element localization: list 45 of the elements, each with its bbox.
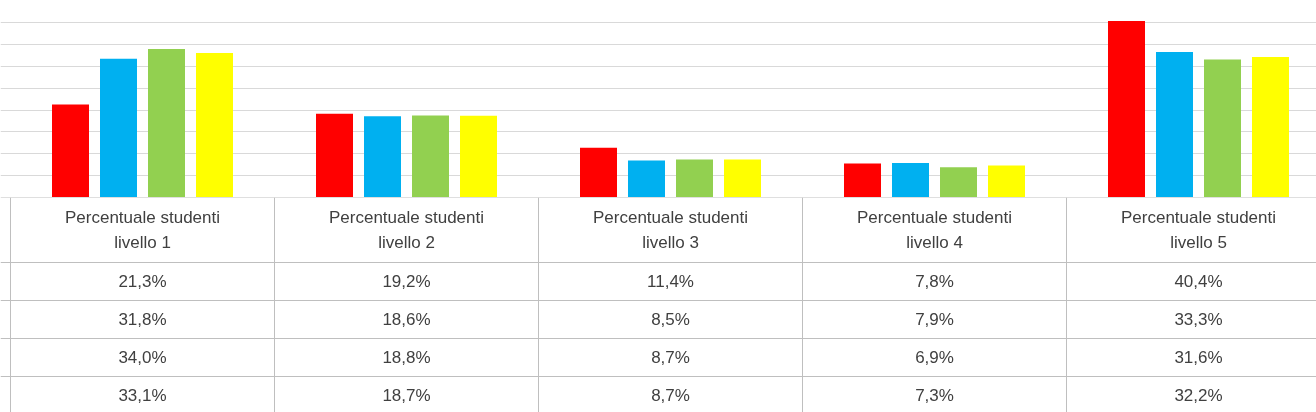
x-tick-label: Percentuale studenti livello 3 (593, 208, 748, 252)
bar (316, 113, 353, 197)
x-tick-label: Percentuale studenti livello 2 (329, 208, 484, 252)
bar (628, 160, 665, 197)
bar (412, 115, 449, 197)
data-label: 7,9% (915, 310, 954, 329)
data-label: 21,3% (118, 272, 167, 291)
bar (196, 52, 233, 197)
x-tick-label: Percentuale studenti livello 4 (857, 208, 1012, 252)
bar (1156, 52, 1193, 197)
data-label: 7,3% (915, 386, 954, 405)
data-label: 8,7% (651, 386, 690, 405)
x-tick-label: Percentuale studenti livello 1 (65, 208, 220, 252)
data-label: 32,2% (1174, 386, 1223, 405)
data-label: 33,3% (1174, 310, 1223, 329)
data-label: 19,2% (382, 272, 431, 291)
data-label: 7,8% (915, 272, 954, 291)
bar (364, 116, 401, 197)
data-label: 6,9% (915, 348, 954, 367)
data-label: 18,7% (382, 386, 431, 405)
bar (724, 159, 761, 197)
bar (940, 167, 977, 197)
bar (148, 49, 185, 197)
bar (892, 163, 929, 197)
bar (988, 165, 1025, 197)
bar (52, 104, 89, 197)
bar (580, 147, 617, 197)
data-label: 8,5% (651, 310, 690, 329)
bar (1108, 21, 1145, 197)
bar (1252, 56, 1289, 197)
bar (1204, 59, 1241, 197)
data-label: 40,4% (1174, 272, 1223, 291)
data-label: 31,6% (1174, 348, 1223, 367)
bar (100, 58, 137, 197)
data-label: 31,8% (118, 310, 167, 329)
bar (844, 163, 881, 197)
data-label: 11,4% (647, 272, 694, 291)
data-label: 18,6% (382, 310, 431, 329)
data-label: 34,0% (118, 348, 167, 367)
data-label: 18,8% (382, 348, 431, 367)
data-label: 33,1% (118, 386, 167, 405)
x-tick-label: Percentuale studenti livello 5 (1121, 208, 1276, 252)
bar (460, 115, 497, 197)
bar (676, 159, 713, 197)
data-label: 8,7% (651, 348, 690, 367)
